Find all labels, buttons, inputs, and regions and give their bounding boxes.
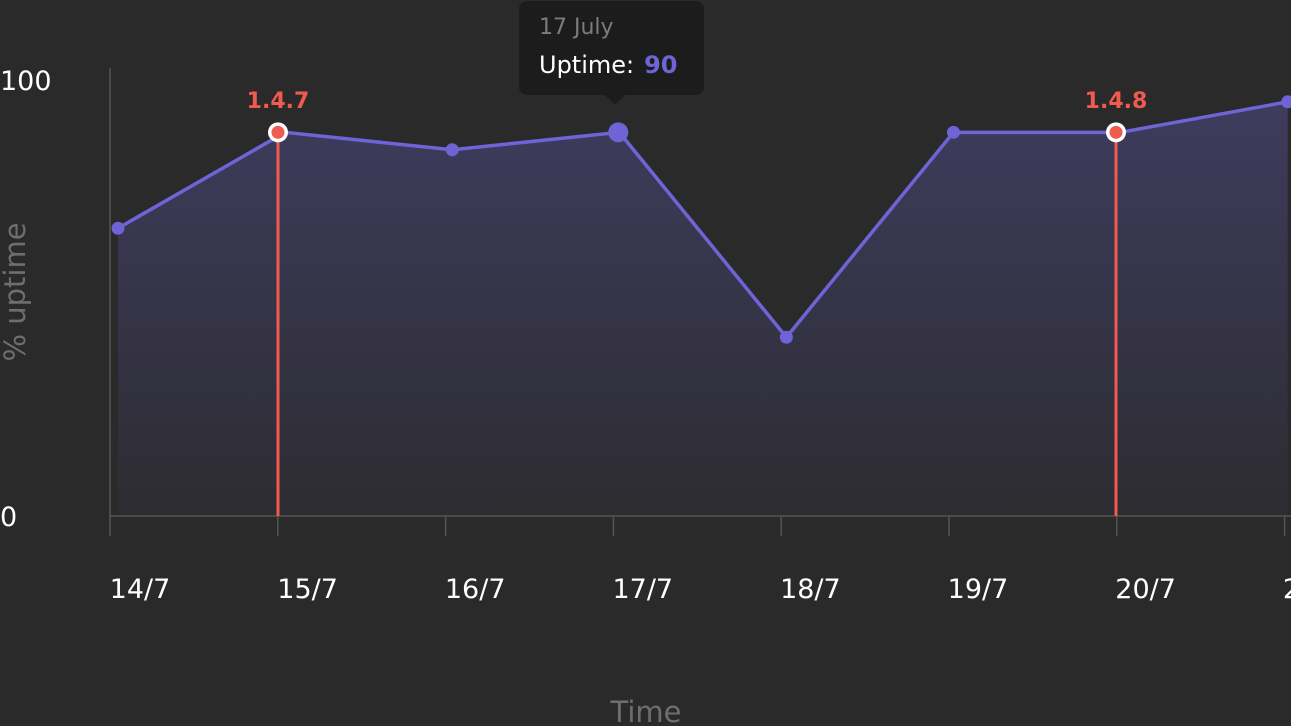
data-point[interactable]	[947, 125, 960, 139]
x-tick-label: 21/7	[1283, 574, 1291, 605]
x-tick-label: 17/7	[612, 574, 673, 605]
x-tick-label: 19/7	[948, 574, 1009, 605]
release-label: 1.4.7	[247, 89, 310, 114]
tooltip-value: 90	[644, 51, 678, 79]
x-tick-label: 18/7	[780, 574, 841, 605]
data-point[interactable]	[1281, 95, 1291, 109]
series-area	[118, 101, 1288, 517]
x-axis-title: Time	[610, 695, 682, 726]
highlighted-point[interactable]	[608, 122, 629, 143]
tooltip-date: 17 July	[539, 15, 614, 40]
data-point[interactable]	[445, 143, 459, 157]
y-tick-label: 0	[0, 502, 17, 533]
data-tooltip: 17 July Uptime: 90	[519, 1, 704, 105]
data-point[interactable]	[111, 221, 125, 235]
x-tick-label: 20/7	[1115, 574, 1176, 605]
tooltip-row: Uptime: 90	[539, 51, 678, 79]
y-axis-title: % uptime	[0, 222, 32, 361]
release-point[interactable]	[1109, 125, 1123, 139]
release-point[interactable]	[271, 125, 285, 139]
x-tick-label: 16/7	[445, 574, 506, 605]
release-label: 1.4.8	[1085, 89, 1148, 114]
series-line	[117, 100, 1289, 339]
x-tick-label: 15/7	[277, 574, 338, 605]
x-tick-label: 14/7	[110, 574, 171, 605]
tooltip-label: Uptime:	[539, 51, 635, 79]
data-point[interactable]	[779, 330, 793, 344]
y-tick-label: 100	[0, 66, 52, 97]
